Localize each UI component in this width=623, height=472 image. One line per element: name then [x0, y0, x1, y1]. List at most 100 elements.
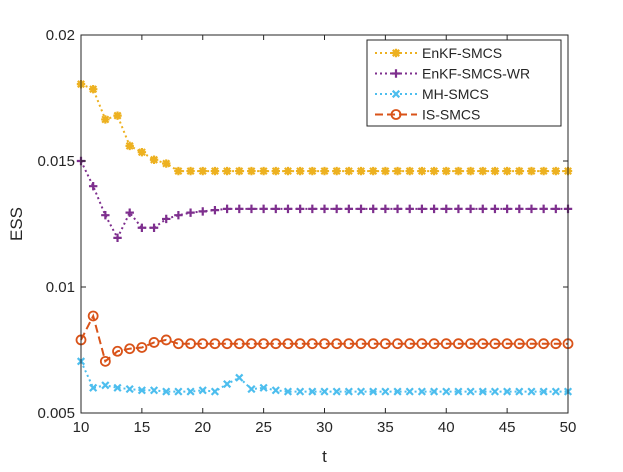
circle-marker	[112, 345, 123, 357]
x-marker	[405, 387, 414, 396]
series-enkf-smcs	[76, 79, 573, 176]
circle-marker	[160, 334, 172, 346]
circle-marker	[282, 338, 294, 350]
plus-marker	[539, 204, 548, 214]
x-marker	[442, 387, 451, 396]
circle-marker	[99, 355, 111, 367]
x-marker	[198, 386, 207, 395]
plus-marker	[113, 233, 122, 243]
asterisk-marker	[235, 166, 244, 176]
x-marker	[247, 384, 256, 394]
circle-marker	[390, 109, 402, 120]
x-marker	[539, 387, 548, 396]
y-tick-label: 0.015	[37, 153, 75, 170]
asterisk-marker	[295, 166, 305, 176]
x-marker	[478, 387, 487, 396]
x-tick-label: 20	[194, 419, 211, 436]
circle-marker	[440, 338, 452, 350]
x-marker	[271, 386, 280, 395]
x-marker	[223, 379, 232, 389]
asterisk-marker	[539, 166, 548, 176]
plus-marker	[210, 205, 220, 215]
plus-marker	[271, 204, 280, 214]
asterisk-marker	[502, 166, 512, 176]
legend-label: EnKF-SMCS	[422, 45, 502, 61]
x-marker	[391, 89, 401, 99]
x-marker	[259, 383, 268, 392]
asterisk-marker	[393, 166, 402, 176]
plus-marker	[295, 204, 305, 214]
asterisk-marker	[101, 115, 110, 124]
circle-marker	[465, 338, 477, 350]
asterisk-marker	[442, 166, 451, 176]
circle-marker	[513, 338, 525, 350]
plus-marker	[88, 182, 98, 191]
plus-marker	[308, 204, 317, 214]
asterisk-marker	[222, 166, 232, 176]
plus-marker	[137, 223, 147, 232]
circle-marker	[355, 338, 367, 350]
plus-marker	[429, 204, 439, 214]
plus-marker	[393, 204, 402, 214]
circle-marker	[367, 338, 379, 350]
circle-marker	[319, 338, 330, 350]
circle-marker	[270, 338, 282, 350]
asterisk-marker	[283, 166, 293, 176]
circle-marker	[233, 338, 245, 350]
x-axis-label: t	[322, 447, 327, 466]
x-marker	[369, 387, 378, 396]
asterisk-marker	[417, 166, 427, 176]
circle-marker	[526, 338, 537, 350]
circle-marker	[197, 338, 209, 350]
circle-marker	[246, 338, 257, 350]
x-marker	[381, 387, 390, 396]
series-is-smcs	[75, 310, 574, 367]
x-marker	[101, 381, 110, 390]
asterisk-marker	[88, 84, 98, 94]
x-tick-label: 45	[499, 419, 516, 436]
plus-marker	[235, 204, 244, 214]
circle-marker	[221, 338, 233, 350]
asterisk-marker	[271, 166, 280, 176]
x-marker	[320, 387, 329, 396]
x-marker	[162, 387, 171, 396]
plus-marker	[490, 204, 500, 214]
x-marker	[113, 383, 122, 392]
x-marker	[186, 387, 195, 396]
x-tick-label: 25	[255, 419, 272, 436]
plus-marker	[283, 204, 293, 214]
asterisk-marker	[137, 147, 147, 157]
circle-marker	[379, 338, 391, 350]
asterisk-marker	[186, 166, 195, 176]
legend-item: EnKF-SMCS	[375, 45, 502, 61]
x-marker	[308, 387, 317, 396]
plus-marker	[259, 204, 268, 214]
circle-marker	[416, 338, 428, 350]
plus-marker	[186, 208, 195, 217]
x-tick-label: 10	[73, 419, 90, 436]
circle-marker	[306, 338, 318, 350]
circle-marker	[489, 338, 501, 350]
asterisk-marker	[210, 166, 220, 176]
asterisk-marker	[381, 166, 390, 176]
x-marker	[417, 387, 426, 396]
x-marker	[174, 387, 183, 396]
circle-marker	[477, 338, 489, 350]
plus-marker	[332, 204, 341, 214]
circle-marker	[501, 338, 513, 350]
plus-marker	[381, 204, 390, 214]
plus-marker	[222, 204, 232, 214]
circle-marker	[136, 342, 148, 353]
x-marker	[344, 387, 353, 396]
legend-item: IS-SMCS	[375, 107, 480, 123]
x-tick-label: 50	[560, 419, 577, 436]
asterisk-marker	[162, 159, 171, 168]
asterisk-marker	[320, 166, 329, 176]
asterisk-marker	[429, 166, 439, 176]
x-marker	[332, 387, 341, 396]
plus-marker	[198, 207, 207, 216]
circle-marker	[148, 337, 160, 348]
x-marker	[210, 387, 220, 396]
x-marker	[503, 387, 512, 396]
